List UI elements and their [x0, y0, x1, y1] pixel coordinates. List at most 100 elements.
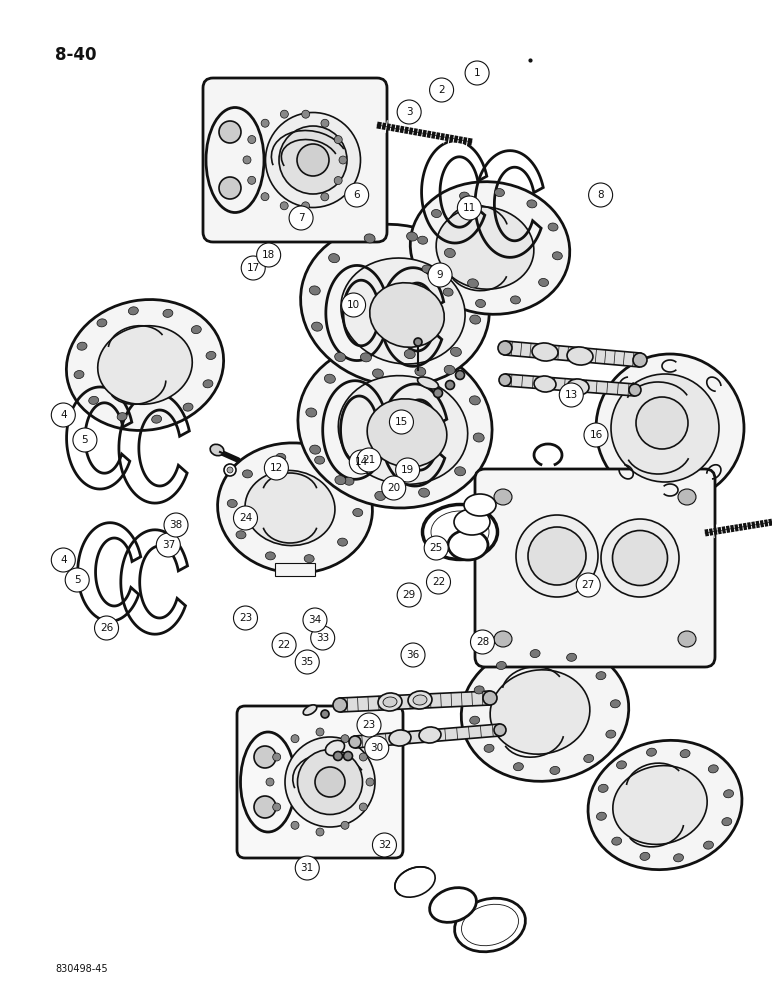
- Ellipse shape: [455, 370, 465, 379]
- Ellipse shape: [326, 740, 344, 756]
- Ellipse shape: [629, 384, 641, 396]
- FancyBboxPatch shape: [475, 469, 715, 667]
- Ellipse shape: [567, 347, 593, 365]
- Ellipse shape: [419, 727, 441, 743]
- Circle shape: [156, 533, 181, 557]
- Text: 12: 12: [269, 463, 283, 473]
- Circle shape: [381, 476, 406, 500]
- Text: 6: 6: [354, 190, 360, 200]
- Ellipse shape: [597, 812, 606, 820]
- Ellipse shape: [297, 750, 363, 814]
- Circle shape: [465, 61, 489, 85]
- Ellipse shape: [279, 126, 347, 194]
- Ellipse shape: [476, 299, 486, 307]
- Ellipse shape: [418, 236, 428, 244]
- Ellipse shape: [510, 296, 520, 304]
- Circle shape: [429, 78, 454, 102]
- Text: 5: 5: [82, 435, 88, 445]
- Ellipse shape: [617, 761, 626, 769]
- Ellipse shape: [432, 210, 442, 218]
- Ellipse shape: [611, 700, 620, 708]
- Ellipse shape: [98, 326, 192, 404]
- Polygon shape: [354, 724, 500, 748]
- Ellipse shape: [383, 697, 397, 707]
- Ellipse shape: [469, 396, 480, 405]
- Ellipse shape: [335, 352, 346, 362]
- Text: 16: 16: [589, 430, 603, 440]
- Text: 37: 37: [161, 540, 175, 550]
- Ellipse shape: [191, 326, 201, 334]
- Ellipse shape: [431, 511, 489, 553]
- Ellipse shape: [261, 193, 269, 201]
- Ellipse shape: [378, 693, 402, 711]
- Ellipse shape: [97, 319, 107, 327]
- Ellipse shape: [367, 399, 447, 467]
- Ellipse shape: [373, 369, 384, 378]
- Ellipse shape: [297, 144, 329, 176]
- Ellipse shape: [366, 778, 374, 786]
- Ellipse shape: [236, 531, 246, 539]
- Text: 26: 26: [100, 623, 113, 633]
- Circle shape: [341, 293, 366, 317]
- Ellipse shape: [407, 232, 418, 241]
- Ellipse shape: [321, 119, 329, 127]
- Circle shape: [401, 643, 425, 667]
- Ellipse shape: [588, 740, 742, 870]
- Ellipse shape: [448, 530, 488, 560]
- Ellipse shape: [74, 371, 84, 379]
- Circle shape: [389, 410, 414, 434]
- Ellipse shape: [611, 837, 621, 845]
- Ellipse shape: [483, 691, 497, 705]
- Ellipse shape: [266, 778, 274, 786]
- Ellipse shape: [596, 354, 744, 502]
- Ellipse shape: [353, 509, 363, 517]
- Circle shape: [233, 506, 258, 530]
- Ellipse shape: [443, 288, 453, 296]
- Circle shape: [397, 100, 422, 124]
- Ellipse shape: [341, 258, 465, 364]
- Ellipse shape: [408, 691, 432, 709]
- Ellipse shape: [163, 309, 173, 317]
- Ellipse shape: [673, 854, 683, 862]
- Ellipse shape: [77, 342, 87, 350]
- Ellipse shape: [445, 380, 455, 389]
- Polygon shape: [504, 341, 641, 367]
- Text: 36: 36: [406, 650, 420, 660]
- Ellipse shape: [473, 433, 484, 442]
- Circle shape: [310, 626, 335, 650]
- Ellipse shape: [530, 650, 540, 658]
- Ellipse shape: [678, 631, 696, 647]
- Ellipse shape: [494, 724, 506, 736]
- Ellipse shape: [374, 491, 386, 500]
- Text: 8-40: 8-40: [55, 46, 96, 64]
- Text: 11: 11: [462, 203, 476, 213]
- Circle shape: [588, 183, 613, 207]
- Ellipse shape: [89, 396, 99, 404]
- Ellipse shape: [469, 315, 481, 324]
- Ellipse shape: [338, 376, 468, 484]
- Ellipse shape: [494, 489, 512, 505]
- Ellipse shape: [203, 380, 213, 388]
- Ellipse shape: [455, 467, 466, 476]
- Text: 23: 23: [239, 613, 252, 623]
- Circle shape: [256, 243, 281, 267]
- Ellipse shape: [334, 136, 342, 144]
- Ellipse shape: [128, 307, 138, 315]
- Circle shape: [164, 513, 188, 537]
- Ellipse shape: [567, 653, 577, 661]
- Polygon shape: [505, 374, 635, 396]
- Ellipse shape: [678, 489, 696, 505]
- Ellipse shape: [422, 504, 497, 560]
- Ellipse shape: [321, 193, 329, 201]
- Ellipse shape: [315, 456, 324, 464]
- Text: 8: 8: [598, 190, 604, 200]
- Text: 24: 24: [239, 513, 252, 523]
- Text: 22: 22: [277, 640, 291, 650]
- FancyBboxPatch shape: [203, 78, 387, 242]
- Ellipse shape: [335, 476, 346, 485]
- Ellipse shape: [219, 121, 241, 143]
- Circle shape: [272, 633, 296, 657]
- Circle shape: [395, 458, 420, 482]
- Ellipse shape: [312, 322, 323, 331]
- Ellipse shape: [334, 177, 342, 185]
